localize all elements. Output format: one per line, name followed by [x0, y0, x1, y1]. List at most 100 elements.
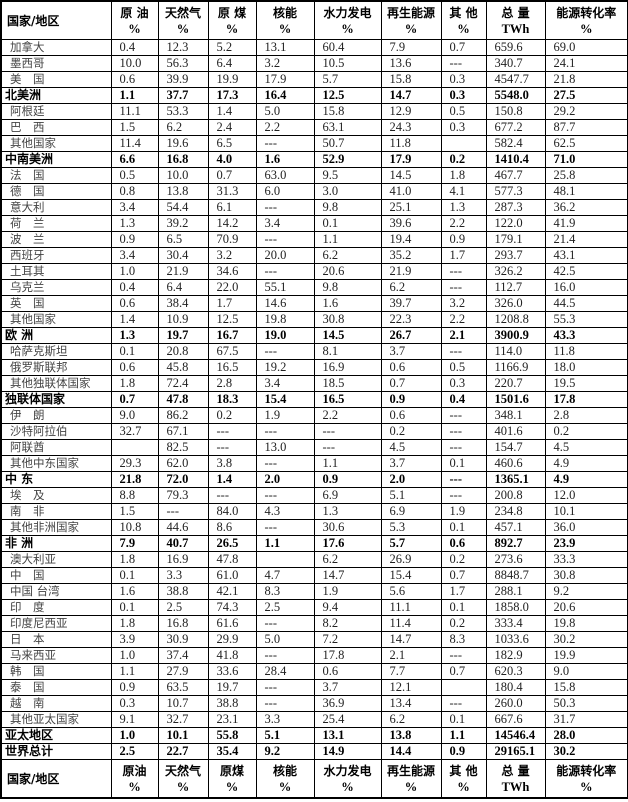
table-row: 印度尼西亚 1.8 16.8 61.6 --- 8.2 11.4 0.2 333.4 19.8	[0, 615, 628, 632]
value-cell: 1.1	[255, 535, 315, 552]
value-cell: 19.4	[380, 231, 442, 248]
table-row: 乌克兰 0.4 6.4 22.0 55.1 9.8 6.2 --- 112.7 16.0	[0, 279, 628, 296]
value-cell: 13.4	[380, 695, 442, 712]
value-cell: 2.1	[440, 327, 487, 344]
region-name-cell: 阿联酋	[0, 439, 112, 456]
value-cell: 2.1	[380, 647, 442, 664]
value-cell: 13.6	[380, 55, 442, 72]
value-cell: 1.4	[207, 103, 257, 120]
region-name-cell: 韩 国	[0, 663, 112, 680]
value-cell: 22.7	[157, 743, 209, 760]
value-cell: ---	[255, 231, 315, 248]
value-cell: 3.7	[313, 679, 382, 696]
value-cell: 30.8	[313, 311, 382, 328]
value-cell: 14.6	[255, 295, 315, 312]
column-header-label: 天然气	[164, 763, 201, 778]
value-cell: 4.9	[544, 471, 628, 488]
value-cell: 6.2	[313, 551, 382, 568]
value-cell: 2.2	[440, 215, 487, 232]
value-cell: 15.4	[380, 567, 442, 584]
value-cell: ---	[255, 343, 315, 360]
column-header-unit: %	[128, 779, 141, 794]
value-cell: 87.7	[544, 119, 628, 136]
value-cell: ---	[440, 423, 487, 440]
value-cell: 30.4	[157, 247, 209, 264]
value-cell: 23.9	[544, 535, 628, 552]
region-name-cell: 俄罗斯联邦	[0, 359, 112, 376]
value-cell: ---	[440, 263, 487, 280]
value-cell: 326.0	[485, 295, 546, 312]
value-cell: 2.2	[255, 119, 315, 136]
value-cell: 0.2	[380, 423, 442, 440]
value-cell: ---	[440, 471, 487, 488]
value-cell: 32.7	[157, 711, 209, 728]
value-cell: 0.2	[440, 615, 487, 632]
value-cell: ---	[313, 439, 382, 456]
value-cell: 72.0	[157, 471, 209, 488]
value-cell: ---	[157, 503, 209, 520]
value-cell: 22.0	[207, 279, 257, 296]
column-header: 天然气%	[157, 0, 209, 40]
value-cell: 40.7	[157, 535, 209, 552]
value-cell: 3.4	[110, 247, 159, 264]
value-cell: 31.3	[207, 183, 257, 200]
value-cell: 21.4	[544, 231, 628, 248]
column-header-unit: %	[457, 21, 470, 36]
value-cell	[440, 135, 487, 152]
value-cell	[255, 551, 315, 568]
value-cell: 0.2	[544, 423, 628, 440]
value-cell: 6.2	[380, 711, 442, 728]
value-cell: 0.9	[110, 679, 159, 696]
value-cell: 9.2	[544, 583, 628, 600]
value-cell: 5548.0	[485, 87, 546, 104]
value-cell: 0.7	[207, 167, 257, 184]
value-cell: 20.6	[544, 599, 628, 616]
value-cell: 6.1	[207, 199, 257, 216]
value-cell: 39.9	[157, 71, 209, 88]
value-cell: 61.6	[207, 615, 257, 632]
value-cell: 620.3	[485, 663, 546, 680]
value-cell: 74.3	[207, 599, 257, 616]
value-cell: 45.8	[157, 359, 209, 376]
table-row: 日 本 3.9 30.9 29.9 5.0 7.2 14.7 8.3 1033.6 30.2	[0, 631, 628, 648]
region-name-cell: 越 南	[0, 695, 112, 712]
value-cell: 6.2	[380, 279, 442, 296]
column-header-label: 能源转化率	[556, 5, 617, 20]
value-cell: 122.0	[485, 215, 546, 232]
column-header-label: 天然气	[164, 5, 201, 20]
value-cell: 348.1	[485, 407, 546, 424]
value-cell: 1.5	[110, 119, 159, 136]
table-row: 中国 台湾 1.6 38.8 42.1 8.3 1.9 5.6 1.7 288.1 9.2	[0, 583, 628, 600]
table-row: 其他国家 1.4 10.9 12.5 19.8 30.8 22.3 2.2 1208.8 55.3	[0, 311, 628, 328]
value-cell: 0.1	[110, 567, 159, 584]
value-cell: 56.3	[157, 55, 209, 72]
value-cell: 31.7	[544, 711, 628, 728]
value-cell: 4.3	[255, 503, 315, 520]
value-cell: 14.2	[207, 215, 257, 232]
column-header: 其 他%	[440, 759, 487, 799]
value-cell: 200.8	[485, 487, 546, 504]
value-cell: 0.1	[440, 455, 487, 472]
value-cell: 1.8	[110, 615, 159, 632]
value-cell: 32.7	[110, 423, 159, 440]
value-cell: 8.8	[110, 487, 159, 504]
value-cell: 220.7	[485, 375, 546, 392]
column-header: 水力发电%	[313, 759, 382, 799]
region-name-cell: 欧 洲	[0, 327, 112, 344]
value-cell: 6.9	[313, 487, 382, 504]
value-cell: 0.8	[110, 183, 159, 200]
value-cell: 18.0	[544, 359, 628, 376]
value-cell: 17.9	[255, 71, 315, 88]
value-cell: 71.0	[544, 151, 628, 168]
value-cell: 8.1	[313, 343, 382, 360]
value-cell: 69.0	[544, 39, 628, 56]
region-name-cell: 其他国家	[0, 311, 112, 328]
region-name-cell: 英 国	[0, 295, 112, 312]
value-cell: 50.7	[313, 135, 382, 152]
value-cell: 260.0	[485, 695, 546, 712]
value-cell: 14.9	[313, 743, 382, 760]
region-name-cell: 亚太地区	[0, 727, 112, 744]
value-cell: 55.3	[544, 311, 628, 328]
region-name-cell: 加拿大	[0, 39, 112, 56]
value-cell: 15.8	[544, 679, 628, 696]
